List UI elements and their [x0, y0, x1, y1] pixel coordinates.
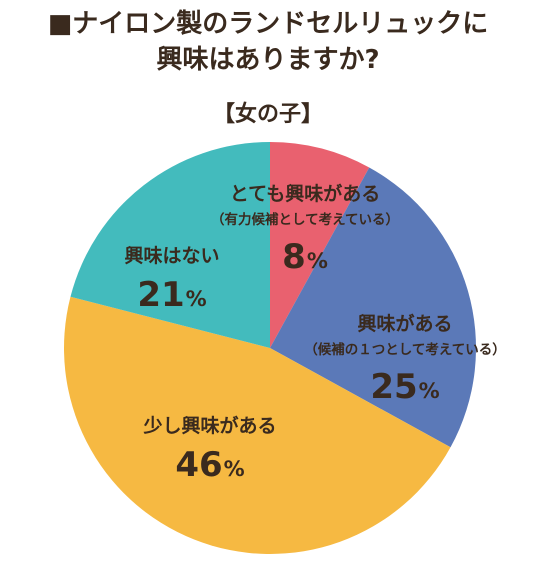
title-line-1: ■ナイロン製のランドセルリュックに — [47, 9, 489, 39]
slice-value-2: 25% — [370, 367, 439, 407]
chart-subtitle: 【女の子】 — [212, 102, 323, 127]
title-line-2: 興味はありますか? — [156, 45, 380, 75]
slice-label-1: とても興味がある — [230, 182, 380, 205]
slice-note-1: （有力候補として考えている） — [211, 211, 399, 228]
pie-slice-1 — [270, 142, 370, 348]
pie-slice-4 — [70, 142, 271, 348]
slice-value-3: 46% — [175, 445, 244, 485]
slice-label-3: 少し興味がある — [142, 414, 276, 437]
pie-slice-3 — [63, 296, 451, 554]
slice-note-2: （候補の１つとして考えている） — [304, 341, 505, 358]
slice-value-4: 21% — [137, 275, 206, 315]
slice-label-2: 興味がある — [357, 312, 452, 335]
slice-label-4: 興味はない — [124, 245, 219, 267]
chart-title: ■ナイロン製のランドセルリュックに 興味はありますか? — [0, 6, 536, 78]
pie-slice-2 — [270, 167, 476, 448]
slice-value-1: 8% — [282, 237, 328, 277]
